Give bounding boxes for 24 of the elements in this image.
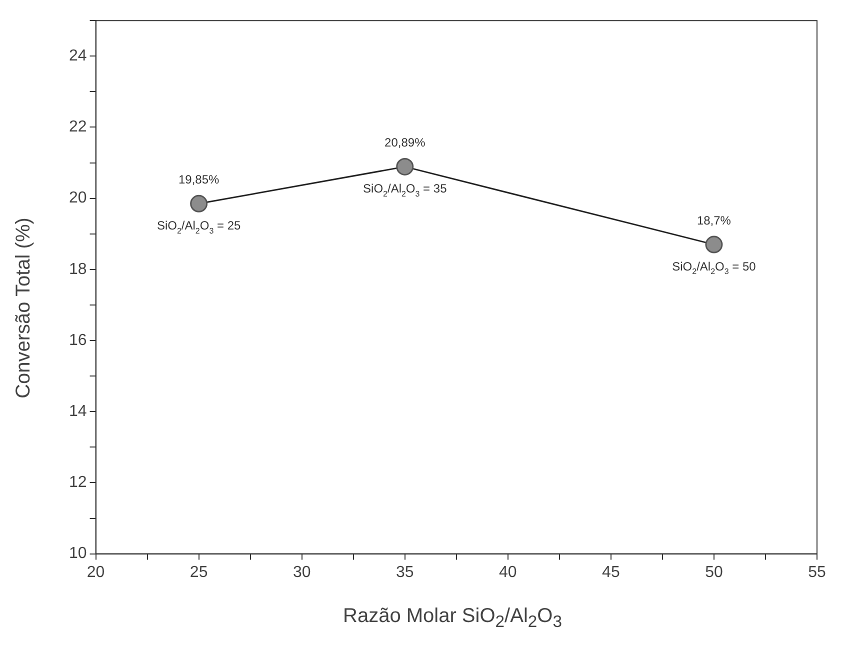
y-tick-label: 12 <box>69 474 87 492</box>
x-axis-title: Razão Molar SiO$_{2}$/Al$_{2}$O$_{3}$ <box>342 605 563 632</box>
x-tick-label: 40 <box>499 564 517 581</box>
data-label: 20,89% <box>384 136 426 150</box>
x-tick-label: 50 <box>705 564 723 581</box>
x-tick-label: 25 <box>190 564 208 581</box>
y-tick-label: 22 <box>69 118 87 136</box>
point <box>705 236 723 254</box>
data-label: 18,7% <box>696 214 732 228</box>
data-label: 19,85% <box>178 172 220 187</box>
point <box>396 158 414 176</box>
y-tick-label: 10 <box>69 545 87 562</box>
y-tick-label: 24 <box>69 48 87 65</box>
y-tick-label: 20 <box>69 190 87 207</box>
y-tick-label: 16 <box>69 332 87 349</box>
x-tick-label: 30 <box>292 564 311 581</box>
y-axis-title: Conversão Total (%) <box>12 218 36 398</box>
x-tick-label: 45 <box>602 564 620 581</box>
point <box>190 194 208 212</box>
x-tick-label: 55 <box>808 564 826 581</box>
x-tick-label: 35 <box>396 564 414 581</box>
x-tick-label: 20 <box>86 564 105 581</box>
y-tick-label: 18 <box>69 260 87 278</box>
y-tick-label: 14 <box>69 403 87 420</box>
